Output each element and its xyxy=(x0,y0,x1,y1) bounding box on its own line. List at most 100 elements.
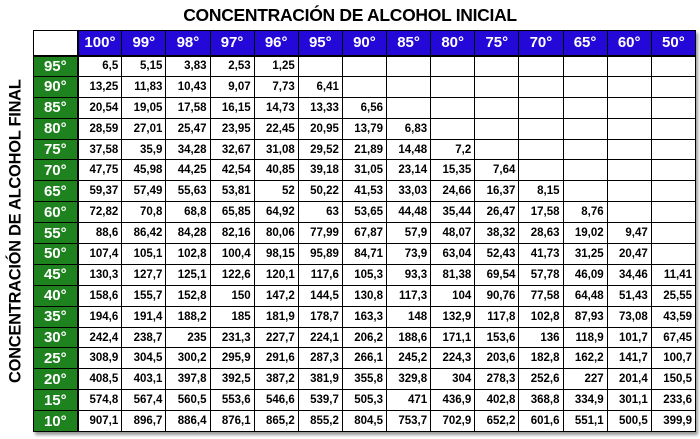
data-cell: 53,81 xyxy=(209,180,255,203)
data-cell: 907,1 xyxy=(77,410,123,433)
data-cell: 73,9 xyxy=(385,243,432,265)
data-cell: 20,47 xyxy=(606,243,652,265)
data-cell: 55,63 xyxy=(165,180,211,203)
data-cell: 48,07 xyxy=(430,222,476,245)
data-cell: 41,73 xyxy=(518,243,564,265)
data-cell: 107,4 xyxy=(77,243,123,265)
data-cell: 227 xyxy=(562,368,608,391)
data-cell: 155,7 xyxy=(121,284,167,307)
table-row: 25° 308,9 304,5 300,2 295,9 291,6 287,3 266,1 24… xyxy=(32,347,697,370)
data-cell: 57,9 xyxy=(385,222,432,245)
data-cell: 38,32 xyxy=(474,222,520,245)
column-header-cell: 98° xyxy=(165,30,211,57)
empty-cell xyxy=(385,75,432,98)
page-title: CONCENTRACIÓN DE ALCOHOL INICIAL xyxy=(183,5,517,25)
data-cell: 500,5 xyxy=(606,410,652,433)
data-cell: 329,8 xyxy=(385,368,432,391)
data-cell: 886,4 xyxy=(165,410,211,433)
data-cell: 560,5 xyxy=(165,389,211,412)
empty-cell xyxy=(650,222,697,245)
data-cell: 77,99 xyxy=(297,222,343,245)
data-cell: 104 xyxy=(430,284,476,307)
data-cell: 93,3 xyxy=(385,263,432,286)
empty-cell xyxy=(562,55,608,77)
data-cell: 278,3 xyxy=(474,368,520,391)
data-cell: 702,9 xyxy=(430,410,476,433)
column-header-cell: 97° xyxy=(209,30,255,57)
data-cell: 308,9 xyxy=(77,347,123,370)
table-head: 100° 99° 98° 97° 96° 95° 90° 85° 80° 75° 70° 65° 60°… xyxy=(32,30,697,57)
data-cell: 80,06 xyxy=(253,222,299,245)
data-cell: 245,2 xyxy=(385,347,432,370)
data-cell: 14,48 xyxy=(385,138,432,161)
data-cell: 231,3 xyxy=(209,326,255,349)
data-cell: 63,04 xyxy=(430,243,476,265)
data-cell: 224,1 xyxy=(297,326,343,349)
data-cell: 69,54 xyxy=(474,263,520,286)
data-cell: 100,7 xyxy=(650,347,697,370)
data-cell: 304,5 xyxy=(121,347,167,370)
row-header-cell: 80° xyxy=(32,117,79,140)
data-cell: 77,58 xyxy=(518,284,564,307)
data-cell: 147,2 xyxy=(253,284,299,307)
data-cell: 188,2 xyxy=(165,305,211,328)
data-cell: 8,76 xyxy=(562,201,608,224)
empty-cell xyxy=(518,96,564,119)
table-row: 10° 907,1 896,7 886,4 876,1 865,2 855,2 804,5 75… xyxy=(32,410,697,433)
empty-cell xyxy=(430,75,476,98)
column-header-cell: 90° xyxy=(341,30,388,57)
data-cell: 52 xyxy=(253,180,299,203)
data-cell: 152,8 xyxy=(165,284,211,307)
data-cell: 20,54 xyxy=(77,96,123,119)
data-cell: 402,8 xyxy=(474,389,520,412)
empty-cell xyxy=(606,138,652,161)
data-cell: 44,48 xyxy=(385,201,432,224)
empty-cell xyxy=(606,159,652,182)
empty-cell xyxy=(562,96,608,119)
data-cell: 64,48 xyxy=(562,284,608,307)
data-cell: 865,2 xyxy=(253,410,299,433)
empty-cell xyxy=(562,159,608,182)
data-cell: 13,33 xyxy=(297,96,343,119)
data-cell: 7,2 xyxy=(430,138,476,161)
data-cell: 84,71 xyxy=(341,243,388,265)
table-row: 15° 574,8 567,4 560,5 553,6 546,6 539,7 505,3 47… xyxy=(32,389,697,412)
data-cell: 21,89 xyxy=(341,138,388,161)
row-header-cell: 50° xyxy=(32,243,79,265)
data-cell: 551,1 xyxy=(562,410,608,433)
data-cell: 57,49 xyxy=(121,180,167,203)
table-row: 35° 194,6 191,4 188,2 185 181,9 178,7 163,3 148 1… xyxy=(32,305,697,328)
empty-cell xyxy=(606,201,652,224)
data-cell: 34,46 xyxy=(606,263,652,286)
data-cell: 27,01 xyxy=(121,117,167,140)
empty-cell xyxy=(430,55,476,77)
data-cell: 553,6 xyxy=(209,389,255,412)
data-cell: 11,83 xyxy=(121,75,167,98)
data-cell: 191,4 xyxy=(121,305,167,328)
data-cell: 188,6 xyxy=(385,326,432,349)
data-cell: 31,05 xyxy=(341,159,388,182)
data-cell: 753,7 xyxy=(385,410,432,433)
empty-cell xyxy=(430,117,476,140)
empty-cell xyxy=(562,180,608,203)
data-cell: 25,55 xyxy=(650,284,697,307)
data-cell: 206,2 xyxy=(341,326,388,349)
data-cell: 47,75 xyxy=(77,159,123,182)
column-header-cell: 96° xyxy=(253,30,299,57)
row-header-cell: 35° xyxy=(32,305,79,328)
table-row: 65° 59,37 57,49 55,63 53,81 52 50,22 41,53 33,03… xyxy=(32,180,697,203)
data-cell: 242,4 xyxy=(77,326,123,349)
data-cell: 81,38 xyxy=(430,263,476,286)
column-header-cell: 99° xyxy=(121,30,167,57)
data-cell: 201,4 xyxy=(606,368,652,391)
row-header-cell: 65° xyxy=(32,180,79,203)
data-cell: 22,45 xyxy=(253,117,299,140)
data-cell: 35,9 xyxy=(121,138,167,161)
empty-cell xyxy=(606,117,652,140)
data-cell: 24,66 xyxy=(430,180,476,203)
data-cell: 1,25 xyxy=(253,55,299,77)
data-cell: 9,47 xyxy=(606,222,652,245)
data-cell: 408,5 xyxy=(77,368,123,391)
data-cell: 59,37 xyxy=(77,180,123,203)
table-row: 55° 88,6 86,42 84,28 82,16 80,06 77,99 67,87 57,… xyxy=(32,222,697,245)
